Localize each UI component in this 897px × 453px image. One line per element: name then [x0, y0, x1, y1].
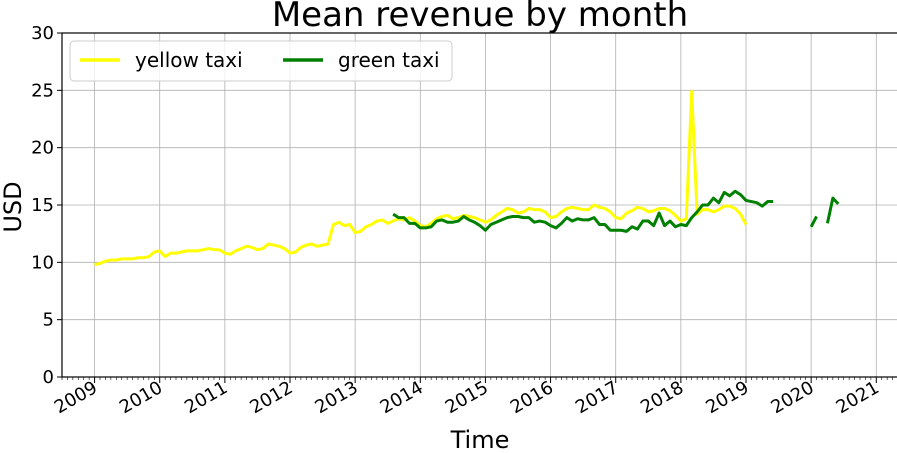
x-tick-label: 2018 — [637, 377, 687, 418]
x-tick-label: 2010 — [116, 377, 166, 418]
grid-lines — [62, 32, 897, 378]
x-tick-label: 2011 — [181, 377, 231, 418]
x-tick-label: 2021 — [833, 377, 883, 418]
y-axis-label: USD — [0, 181, 27, 232]
y-tick-label: 15 — [31, 195, 54, 216]
legend-label-green-taxi: green taxi — [338, 48, 440, 72]
legend-box — [69, 40, 453, 82]
x-tick-label: 2015 — [442, 377, 492, 418]
series-lines — [94, 89, 840, 267]
y-tick-label: 10 — [31, 252, 54, 273]
legend-label-yellow-taxi: yellow taxi — [135, 48, 243, 72]
y-tick-label: 20 — [31, 138, 54, 159]
x-tick-label: 2009 — [51, 377, 101, 418]
x-tick-label: 2019 — [702, 377, 752, 418]
x-tick-label: 2012 — [246, 377, 296, 418]
series-line-yellow-taxi — [94, 89, 748, 267]
x-tick-label: 2013 — [311, 377, 361, 418]
x-tick-label: 2017 — [572, 377, 622, 418]
y-tick-label: 30 — [31, 23, 54, 44]
x-axis-label: Time — [450, 426, 510, 453]
y-tick-label: 25 — [31, 80, 54, 101]
y-tick-label: 5 — [43, 310, 54, 331]
series-line-green-taxi — [392, 189, 840, 233]
x-tick-label: 2020 — [767, 377, 817, 418]
y-tick-label: 0 — [43, 367, 54, 388]
x-axis-ticks: 2009 2010 2011 2012 2013 2014 2015 2016 2017 2018… — [51, 377, 893, 418]
legend: yellow taxi green taxi — [69, 40, 453, 82]
y-axis-ticks: 0 5 10 15 20 25 30 — [31, 23, 62, 388]
chart-title: Mean revenue by month — [272, 0, 688, 35]
x-tick-label: 2014 — [377, 377, 427, 418]
x-tick-label: 2016 — [507, 377, 557, 418]
